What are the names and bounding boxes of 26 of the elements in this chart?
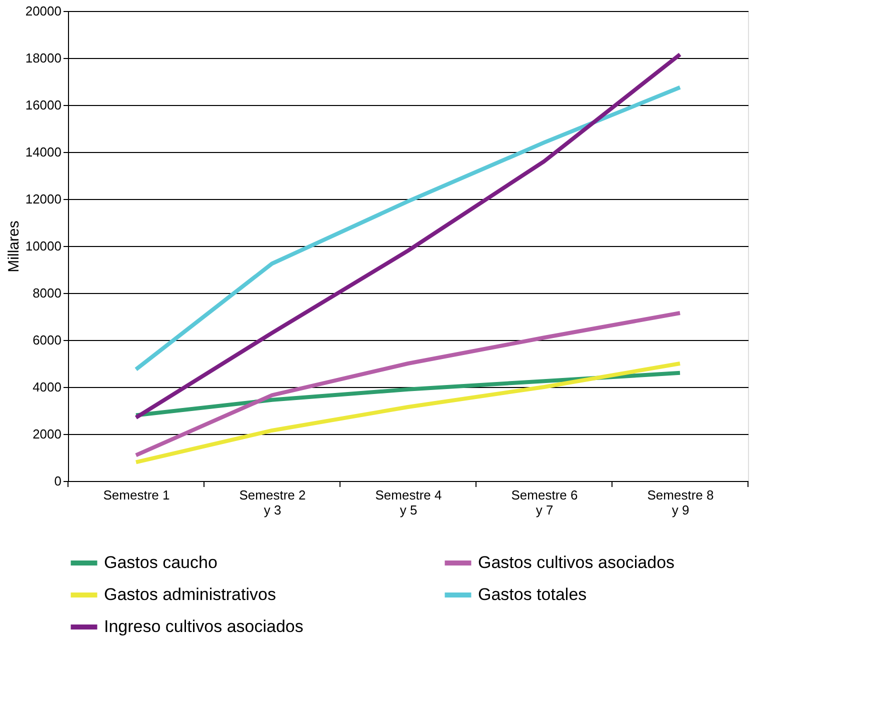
line-series [134, 362, 682, 464]
y-tick-label: 12000 [25, 192, 62, 206]
x-tick-label: Semestre 6 y 7 [511, 488, 578, 518]
y-axis-title: Millares [5, 220, 22, 272]
y-tick-label: 20000 [25, 4, 62, 18]
y-tick-label: 8000 [32, 286, 62, 300]
x-tick-label: Semestre 1 [103, 488, 170, 502]
y-tick-label: 0 [54, 474, 62, 488]
y-tick-label: 4000 [32, 380, 62, 394]
y-tick-label: 10000 [25, 238, 62, 254]
line-series [134, 310, 682, 458]
line-series [134, 85, 682, 372]
x-tick-label: Semestre 4 y 5 [375, 488, 442, 518]
x-tick-label: Semestre 2 y 3 [239, 488, 306, 518]
y-tick-label: 16000 [25, 98, 62, 112]
y-tick-label: 2000 [32, 426, 62, 442]
x-tick-label: Semestre 8 y 9 [647, 488, 714, 518]
legend-label: Gastos totales [478, 585, 587, 604]
y-tick-label: 6000 [32, 332, 62, 348]
line-series [134, 52, 682, 420]
legend-label: Gastos administrativos [104, 585, 276, 604]
y-tick-label: 14000 [25, 144, 62, 160]
legend-label: Gastos cultivos asociados [478, 553, 675, 572]
legend-label: Ingreso cultivos asociados [104, 617, 304, 636]
y-tick-label: 18000 [25, 50, 62, 66]
legend-label: Gastos caucho [104, 553, 218, 572]
